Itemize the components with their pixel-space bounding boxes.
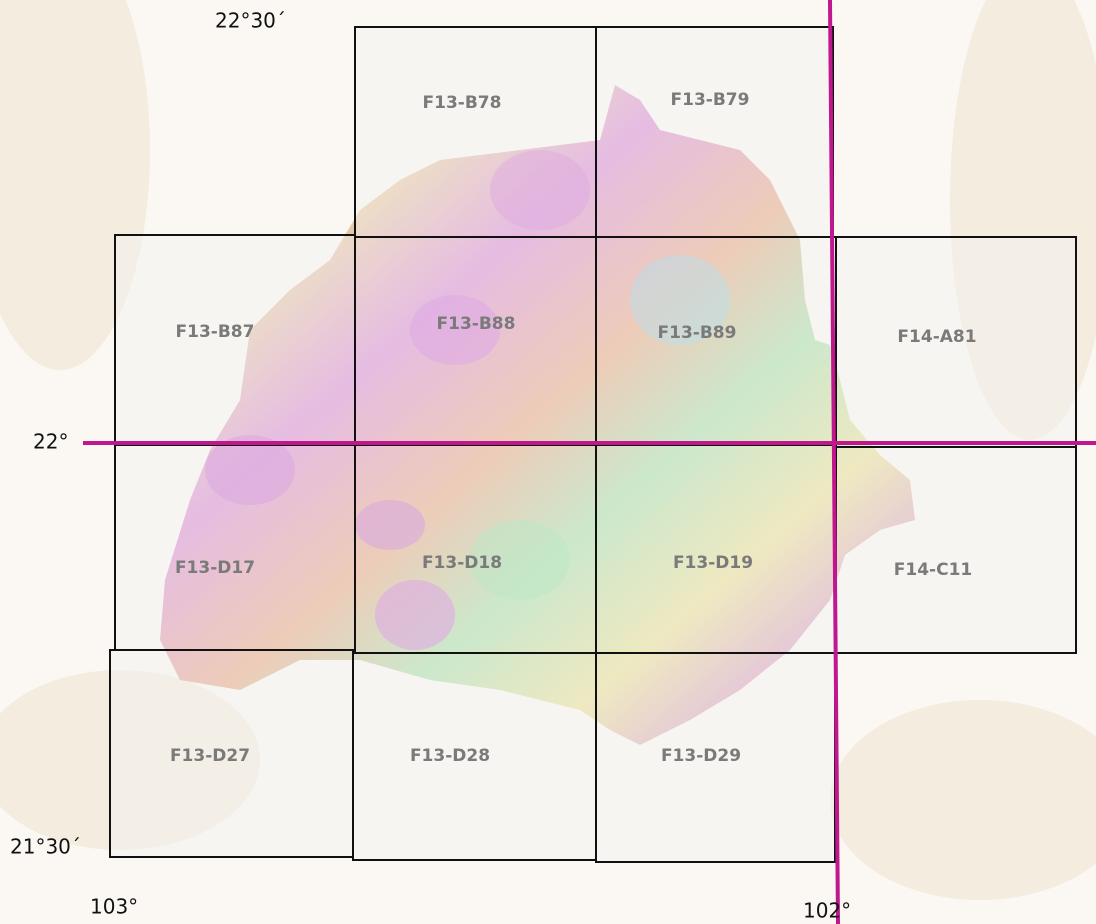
- page: F13-B78 F13-B79 F13-B87 F13-B88 F13-B89 F14-A…: [0, 0, 1096, 924]
- sheet-label: F14-C11: [894, 560, 972, 580]
- sheet-label: F13-B89: [658, 323, 737, 343]
- sheet-label: F13-D29: [661, 746, 741, 766]
- map-sheet: [836, 447, 1076, 653]
- map-sheet: [596, 27, 833, 237]
- coordinate-label: 103°: [90, 895, 138, 919]
- sheet-label: F14-A81: [897, 327, 976, 347]
- sheet-label: F13-B88: [437, 314, 516, 334]
- sheet-label: F13-D17: [175, 558, 255, 578]
- map-sheet: [596, 445, 836, 653]
- sheet-label: F13-D18: [422, 553, 502, 573]
- sheet-label: F13-D19: [673, 553, 753, 573]
- map-sheet: [355, 27, 596, 237]
- map: F13-B78 F13-B79 F13-B87 F13-B88 F13-B89 F14-A…: [0, 0, 1096, 924]
- sheet-label: F13-B79: [671, 90, 750, 110]
- sheet-label: F13-B78: [423, 93, 502, 113]
- sheet-label: F13-B87: [176, 322, 255, 342]
- map-sheet: [355, 445, 596, 653]
- map-sheet: [355, 237, 596, 445]
- sheet-label: F13-D27: [170, 746, 250, 766]
- coordinate-label: 22°30´: [215, 9, 286, 33]
- sheet-label: F13-D28: [410, 746, 490, 766]
- coordinate-label: 21°30´: [10, 835, 81, 859]
- coordinate-label: 102°: [803, 899, 851, 923]
- map-sheet: [115, 445, 355, 650]
- pattern-shape: [830, 700, 1096, 900]
- coordinate-label: 22°: [33, 430, 68, 454]
